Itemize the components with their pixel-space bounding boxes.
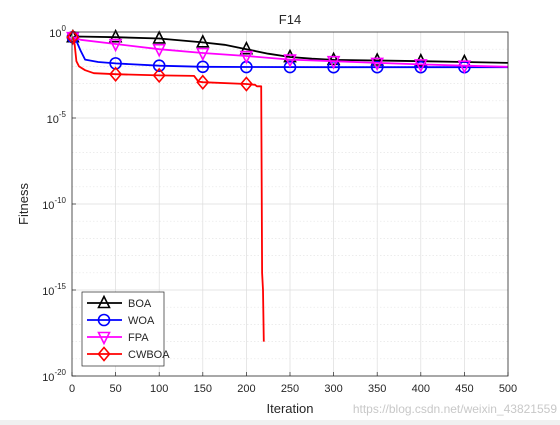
x-axis-label: Iteration xyxy=(267,401,314,416)
x-tick-label: 300 xyxy=(324,383,342,395)
series-fpa xyxy=(66,31,509,74)
legend-label: BOA xyxy=(128,298,152,310)
data-point-marker xyxy=(108,28,123,43)
legend-marker xyxy=(97,294,111,309)
legend: BOA WOA FPA CWBOA xyxy=(81,291,170,367)
data-point-marker xyxy=(196,47,210,62)
data-point-marker xyxy=(414,59,428,73)
data-point-marker xyxy=(196,34,210,48)
legend-label: FPA xyxy=(128,332,149,344)
data-point-marker xyxy=(283,60,297,74)
data-point-marker xyxy=(152,59,166,72)
legend-item: WOA xyxy=(87,313,155,327)
legend-marker xyxy=(97,346,111,362)
x-tick-label: 50 xyxy=(109,383,121,395)
data-point-marker xyxy=(66,31,80,46)
watermark: https://blog.csdn.net/weixin_43821559 xyxy=(353,402,557,416)
x-tick-label: 0 xyxy=(69,383,75,395)
data-point-marker xyxy=(370,57,384,72)
data-point-marker xyxy=(283,54,297,68)
x-tick-label: 350 xyxy=(368,383,386,395)
data-point-marker xyxy=(370,52,384,66)
legend-item: BOA xyxy=(87,294,152,310)
x-tick-label: 500 xyxy=(499,383,517,395)
data-point-marker xyxy=(152,67,166,84)
legend-item: FPA xyxy=(87,331,149,346)
y-axis-label: Fitness xyxy=(16,183,31,225)
data-point-marker xyxy=(239,50,254,65)
data-point-marker xyxy=(239,76,253,92)
legend-label: CWBOA xyxy=(128,349,170,361)
data-point-marker xyxy=(326,51,341,66)
legend-marker xyxy=(97,313,111,327)
legend-label: WOA xyxy=(128,315,155,327)
data-point-marker xyxy=(196,74,210,90)
series-line xyxy=(72,35,509,64)
x-tick-label: 450 xyxy=(455,383,473,395)
x-tick-label: 400 xyxy=(412,383,430,395)
chart-title: F14 xyxy=(279,12,301,27)
legend-marker xyxy=(97,331,111,346)
x-tick-label: 200 xyxy=(237,383,255,395)
data-point-marker xyxy=(239,40,254,55)
data-point-marker xyxy=(370,60,384,74)
data-point-marker xyxy=(152,43,166,58)
grid xyxy=(72,32,508,376)
data-point-marker xyxy=(152,30,166,44)
data-point-marker xyxy=(66,28,80,43)
x-tick-label: 150 xyxy=(194,383,212,395)
series xyxy=(66,28,509,342)
series-line xyxy=(72,36,509,68)
series-line xyxy=(72,36,508,69)
x-tick-label: 250 xyxy=(281,383,299,395)
series-cwboa xyxy=(66,29,265,342)
x-tick-label: 100 xyxy=(150,383,168,395)
legend-item: CWBOA xyxy=(87,346,170,362)
data-point-marker xyxy=(66,29,80,45)
data-point-marker xyxy=(326,55,341,70)
data-point-marker xyxy=(457,60,472,74)
data-point-marker xyxy=(109,66,123,82)
data-point-marker xyxy=(108,38,123,53)
